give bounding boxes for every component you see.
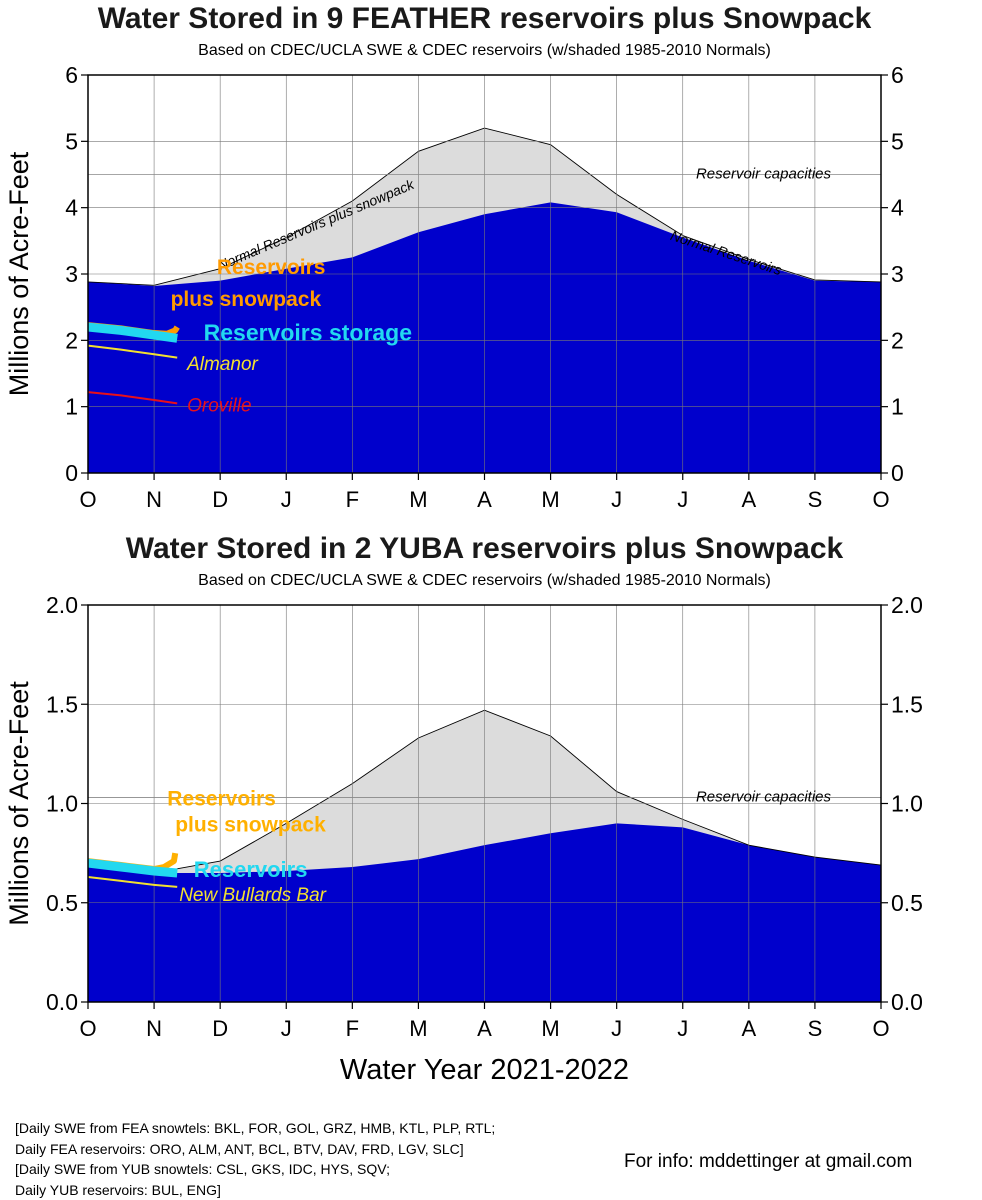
x-tick-label: J [281, 1016, 292, 1041]
chart-title: Water Stored in 2 YUBA reservoirs plus S… [126, 532, 844, 565]
x-axis-label: Water Year 2021-2022 [340, 1054, 629, 1086]
y-tick-label-left: 2 [65, 327, 78, 353]
contact-info: For info: mddettinger at gmail.com [624, 1151, 913, 1172]
footer-line: Daily FEA reservoirs: ORO, ALM, ANT, BCL… [15, 1140, 464, 1157]
series-label-0: Reservoirs [167, 787, 276, 810]
x-tick-label: J [611, 1016, 622, 1041]
footer-line: [Daily SWE from YUB snowtels: CSL, GKS, … [15, 1161, 390, 1177]
x-tick-label: A [477, 1016, 492, 1041]
x-tick-label: N [146, 1016, 162, 1041]
x-tick-label: A [741, 1016, 756, 1041]
y-tick-label-right: 6 [891, 62, 904, 88]
footer-notes: [Daily SWE from FEA snowtels: BKL, FOR, … [15, 1118, 495, 1200]
y-tick-label-left: 1 [65, 394, 78, 420]
x-tick-label: A [477, 487, 492, 512]
x-tick-label: D [212, 1016, 228, 1041]
y-tick-label-left: 4 [65, 195, 78, 221]
y-tick-label-right: 2.0 [891, 592, 923, 618]
chart-panel-1: Water Stored in 9 FEATHER reservoirs plu… [4, 2, 904, 512]
series-label-2: Reservoirs [194, 857, 308, 882]
chart-subtitle: Based on CDEC/UCLA SWE & CDEC reservoirs… [198, 42, 771, 59]
series-label-1: plus snowpack [175, 813, 326, 836]
series-label-3: Almanor [186, 354, 258, 375]
y-tick-label-left: 1.5 [46, 691, 78, 717]
chart-subtitle: Based on CDEC/UCLA SWE & CDEC reservoirs… [198, 572, 771, 589]
y-tick-label-right: 0 [891, 460, 904, 486]
y-tick-label-right: 1.0 [891, 791, 923, 817]
x-tick-label: J [677, 487, 688, 512]
series-line-3 [87, 391, 178, 405]
footer-line: Daily YUB reservoirs: BUL, ENG] [15, 1181, 221, 1198]
y-tick-label-right: 0.5 [891, 890, 923, 916]
x-tick-label: J [677, 1016, 688, 1041]
y-tick-label-right: 5 [891, 128, 904, 154]
y-tick-label-right: 4 [891, 195, 904, 221]
chart-panel-2: Water Stored in 2 YUBA reservoirs plus S… [4, 532, 923, 1086]
x-tick-label: O [872, 1016, 889, 1041]
x-tick-label: O [872, 487, 889, 512]
y-tick-label-left: 5 [65, 128, 78, 154]
x-tick-label: M [541, 1016, 559, 1041]
x-tick-label: S [808, 1016, 823, 1041]
x-tick-label: N [146, 487, 162, 512]
capacity-label: Reservoir capacities [696, 166, 832, 183]
x-tick-label: D [212, 487, 228, 512]
chart-title: Water Stored in 9 FEATHER reservoirs plu… [98, 2, 872, 35]
x-tick-label: A [741, 487, 756, 512]
y-tick-label-left: 0.5 [46, 890, 78, 916]
x-tick-label: F [346, 487, 359, 512]
footer-line: [Daily SWE from FEA snowtels: BKL, FOR, … [15, 1120, 496, 1136]
y-tick-label-left: 3 [65, 261, 78, 287]
capacity-label: Reservoir capacities [696, 789, 832, 806]
series-line-2 [87, 875, 178, 888]
series-label-4: Oroville [187, 395, 251, 416]
y-tick-label-left: 0 [65, 460, 78, 486]
x-tick-label: J [281, 487, 292, 512]
y-tick-label-right: 1 [891, 394, 904, 420]
x-tick-label: M [541, 487, 559, 512]
series-label-3: New Bullards Bar [179, 885, 326, 906]
series-label-0: Reservoirs [217, 256, 326, 279]
x-tick-label: O [79, 487, 96, 512]
y-axis-label: Millions of Acre-Feet [4, 681, 34, 926]
x-tick-label: O [79, 1016, 96, 1041]
y-axis-label: Millions of Acre-Feet [4, 151, 34, 396]
x-tick-label: F [346, 1016, 359, 1041]
series-line-1 [87, 322, 178, 343]
x-tick-label: M [409, 487, 427, 512]
y-tick-label-left: 1.0 [46, 791, 78, 817]
y-tick-label-right: 2 [891, 327, 904, 353]
y-tick-label-right: 1.5 [891, 691, 923, 717]
y-tick-label-right: 3 [891, 261, 904, 287]
y-tick-label-left: 2.0 [46, 592, 78, 618]
series-label-1: plus snowpack [171, 288, 322, 311]
x-tick-label: S [808, 487, 823, 512]
x-tick-label: J [611, 487, 622, 512]
y-tick-label-left: 6 [65, 62, 78, 88]
series-line-1 [87, 858, 178, 878]
x-tick-label: M [409, 1016, 427, 1041]
y-tick-label-left: 0.0 [46, 989, 78, 1015]
series-label-2: Reservoirs storage [204, 319, 412, 345]
y-tick-label-right: 0.0 [891, 989, 923, 1015]
series-line-2 [87, 344, 178, 359]
